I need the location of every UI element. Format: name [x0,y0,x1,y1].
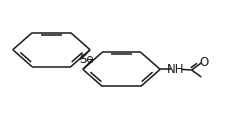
Text: O: O [200,56,209,69]
Text: NH: NH [167,63,185,76]
Text: Se: Se [79,53,94,66]
